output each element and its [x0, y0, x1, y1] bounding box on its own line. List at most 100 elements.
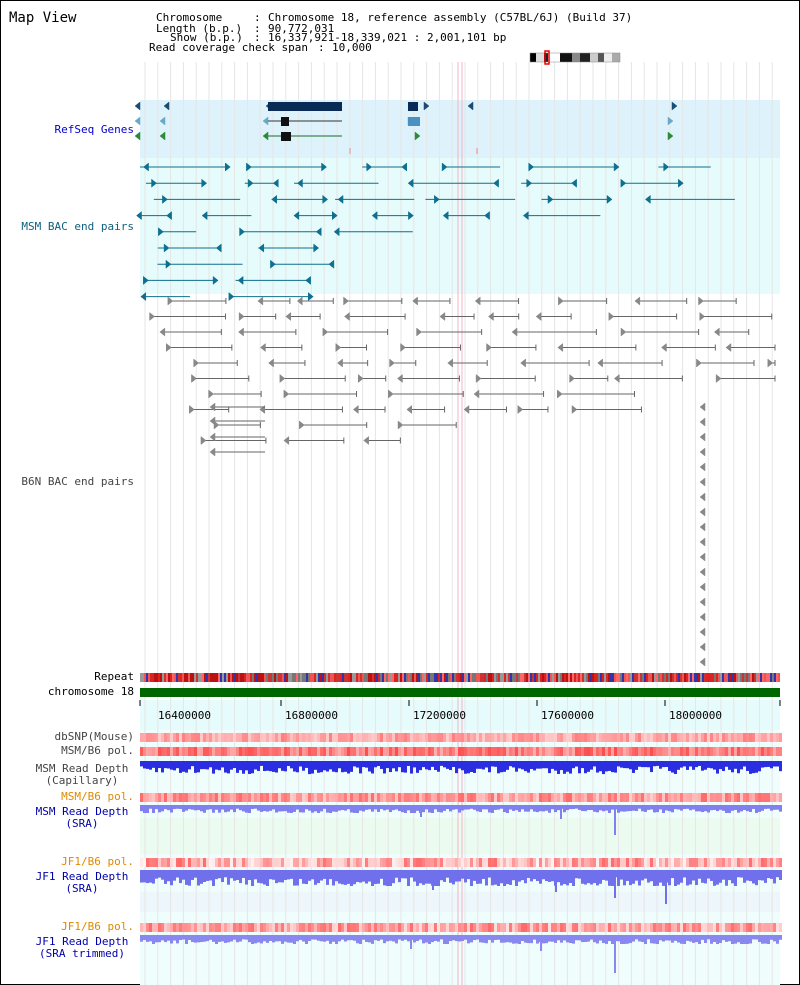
msm-sra-depth-bar [374, 805, 377, 810]
msm-capillary-depth-bar [581, 761, 584, 769]
msm-capillary-depth-bar [266, 761, 269, 771]
jf1-trimmed-depth-bar [620, 935, 623, 944]
jf1-pol-heat-cell [368, 923, 371, 932]
track-label-dbsnp[interactable]: dbSNP(Mouse) [54, 730, 134, 743]
jf1-trimmed-depth-bar [611, 935, 614, 944]
track-label-jf1-pol-2[interactable]: JF1/B6 pol. [61, 920, 134, 933]
msm-capillary-depth-bar [401, 761, 404, 773]
show-key: Show (b.p.) [170, 31, 243, 44]
jf1-pol-heat-cell [272, 858, 275, 867]
track-label-b6n-bac[interactable]: B6N BAC end pairs [21, 475, 134, 488]
msm-sra-depth-bar [308, 805, 311, 811]
b6n-bac-end [299, 420, 305, 430]
msm-bac-end [158, 227, 164, 237]
jf1-sra-depth-bar [506, 870, 509, 885]
dbsnp-heat-cell [737, 733, 740, 742]
msm-sra-depth-bar [281, 805, 284, 812]
msm-pol-heat-cell [161, 793, 164, 802]
track-label-refseq[interactable]: RefSeq Genes [54, 123, 134, 136]
jf1-sra-depth-bar [773, 870, 776, 884]
msm-pol-heat-cell [176, 793, 179, 802]
msm-capillary-depth-bar [455, 761, 458, 774]
msm-sra-depth-bar [203, 805, 206, 813]
msm-pol-heat-cell [740, 747, 743, 756]
track-label-msm-depth-capillary[interactable]: MSM Read Depth (Capillary) [35, 762, 129, 787]
msm-pol-heat-cell [188, 793, 191, 802]
msm-capillary-depth-bar [536, 761, 539, 769]
repeat-element [596, 673, 598, 682]
msm-pol-heat-cell [383, 747, 386, 756]
msm-capillary-depth-bar [674, 761, 677, 775]
jf1-pol-heat-cell [719, 858, 722, 867]
jf1-pol-heat-cell [194, 923, 197, 932]
jf1-sra-depth-bar [524, 870, 527, 884]
jf1-pol-heat-cell [299, 858, 302, 867]
msm-pol-heat-cell [632, 793, 635, 802]
jf1-pol-heat-cell [344, 858, 347, 867]
msm-capillary-depth-bar [728, 761, 731, 770]
repeat-element [354, 673, 356, 682]
track-label-msm-bac[interactable]: MSM BAC end pairs [21, 220, 134, 233]
jf1-pol-heat-cell [356, 858, 359, 867]
jf1-pol-heat-cell [191, 923, 194, 932]
jf1-pol-heat-cell [512, 858, 515, 867]
msm-pol-heat-cell [281, 747, 284, 756]
jf1-pol-heat-cell [386, 923, 389, 932]
msm-sra-depth-bar [155, 805, 158, 810]
repeat-element [688, 673, 690, 682]
track-label-msm-pol-1[interactable]: MSM/B6 pol. [61, 744, 134, 757]
b6n-bac-end [388, 389, 394, 399]
msm-sra-depth-bar [698, 805, 701, 812]
repeat-element [302, 673, 304, 682]
jf1-sra-depth-bar [392, 870, 395, 884]
b6n-bac-end [661, 342, 667, 353]
track-label-jf1-depth-trimmed[interactable]: JF1 Read Depth (SRA trimmed) [35, 935, 129, 960]
jf1-sra-depth-bar [332, 870, 335, 886]
jf1-trimmed-depth-bar [173, 935, 176, 941]
jf1-pol-heat-cell [170, 858, 173, 867]
jf1-trimmed-depth-bar [326, 935, 329, 941]
jf1-pol-heat-cell [752, 923, 755, 932]
msm-pol-heat-cell [710, 793, 713, 802]
jf1-pol-heat-cell [518, 923, 521, 932]
track-label-jf1-pol-1[interactable]: JF1/B6 pol. [61, 855, 134, 868]
msm-pol-heat-cell [317, 793, 320, 802]
msm-capillary-depth-bar [614, 761, 617, 773]
repeat-element [286, 673, 288, 682]
dbsnp-heat-cell [659, 733, 662, 742]
jf1-sra-depth-bar [245, 870, 248, 885]
repeat-element [486, 673, 488, 682]
msm-pol-heat-cell [383, 793, 386, 802]
repeat-element [272, 673, 274, 682]
jf1-trimmed-depth-bar [674, 935, 677, 941]
dbsnp-heat-cell [422, 733, 425, 742]
msm-capillary-depth-bar [710, 761, 713, 769]
jf1-pol-heat-cell [470, 923, 473, 932]
jf1-pol-heat-cell [602, 858, 605, 867]
jf1-pol-heat-cell [215, 858, 218, 867]
track-label-jf1-depth-sra[interactable]: JF1 Read Depth (SRA) [35, 870, 129, 895]
jf1-trimmed-depth-bar [227, 935, 230, 943]
dbsnp-heat-cell [149, 733, 152, 742]
jf1-pol-heat-cell [269, 923, 272, 932]
jf1-sra-depth-bar [575, 870, 578, 879]
track-label-msm-pol-2[interactable]: MSM/B6 pol. [61, 790, 134, 803]
jf1-pol-heat-cell [638, 858, 641, 867]
jf1-trimmed-depth-bar [695, 935, 698, 943]
jf1-pol-heat-cell [248, 858, 251, 867]
repeat-element [392, 673, 394, 682]
msm-pol-heat-cell [599, 747, 602, 756]
msm-capillary-depth-bar [473, 761, 476, 773]
jf1-pol-heat-cell [587, 923, 590, 932]
repeat-element [290, 673, 292, 682]
dbsnp-heat-cell [458, 733, 461, 742]
jf1-sra-depth-bar [596, 870, 599, 886]
jf1-sra-depth-bar [359, 870, 362, 883]
msm-capillary-depth-bar [260, 761, 263, 766]
msm-pol-heat-cell [686, 747, 689, 756]
jf1-pol-heat-cell [479, 858, 482, 867]
msm-sra-depth-bar [140, 805, 143, 812]
jf1-trimmed-depth-bar [506, 935, 509, 943]
track-label-msm-depth-sra[interactable]: MSM Read Depth (SRA) [35, 805, 129, 830]
